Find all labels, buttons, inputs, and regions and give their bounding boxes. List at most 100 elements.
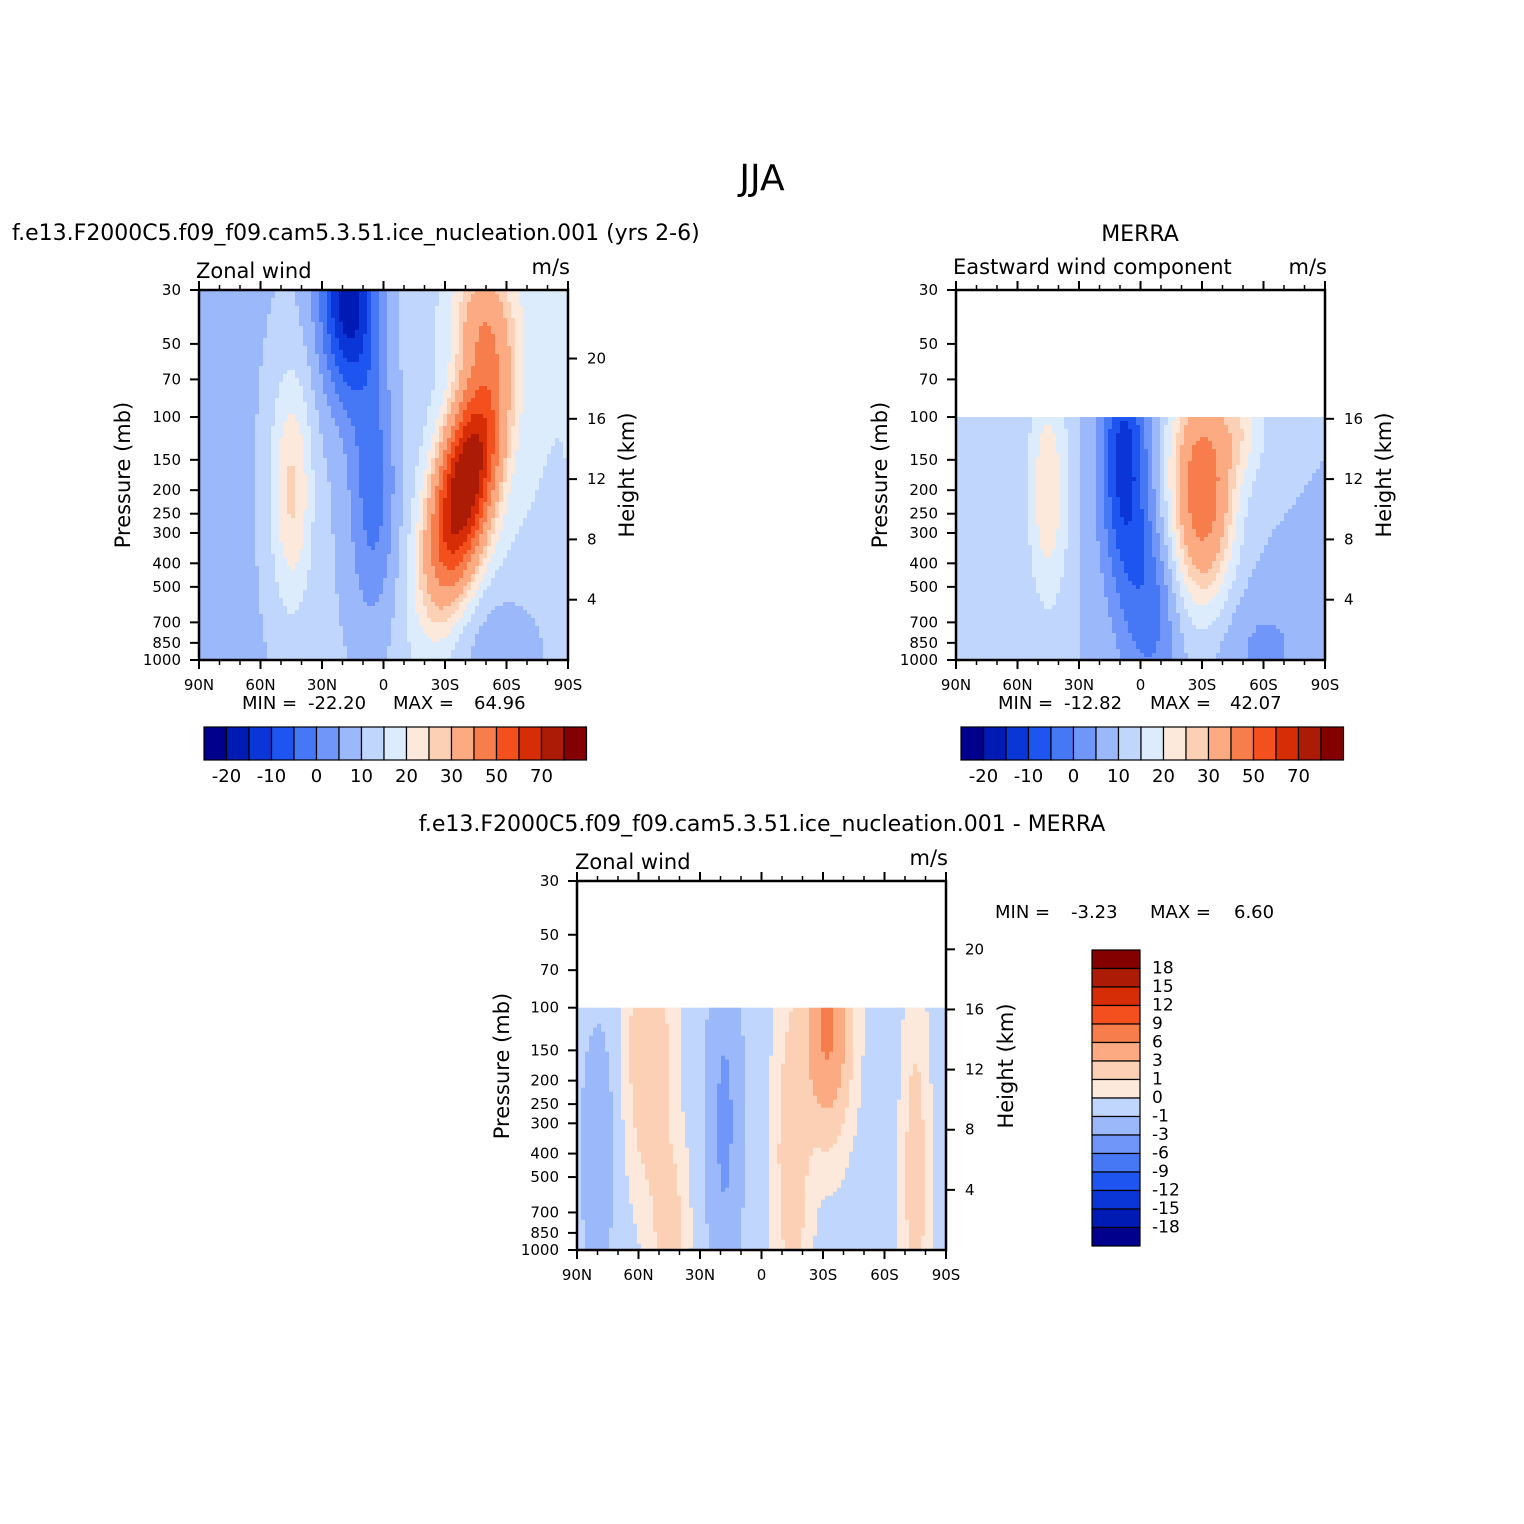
contour-cell (339, 354, 343, 358)
contour-cell (539, 350, 543, 354)
contour-cell (295, 306, 299, 310)
contour-cell (475, 414, 479, 418)
contour-cell (403, 302, 407, 306)
contour-cell (315, 390, 319, 394)
contour-cell (211, 358, 215, 362)
contour-cell (471, 294, 475, 298)
contour-cell (495, 406, 499, 410)
contour-cell (335, 310, 339, 314)
contour-cell (267, 298, 271, 302)
contour-cell (507, 362, 511, 366)
contour-cell (439, 402, 443, 406)
contour-cell (347, 362, 351, 366)
contour-cell (551, 374, 555, 378)
contour-cell (247, 310, 251, 314)
contour-cell (451, 406, 455, 410)
contour-cell (379, 350, 383, 354)
contour-cell (315, 378, 319, 382)
contour-cell (403, 378, 407, 382)
contour-cell (399, 390, 403, 394)
contour-cell (527, 398, 531, 402)
contour-cell (275, 414, 279, 418)
contour-cell (443, 334, 447, 338)
contour-cell (411, 390, 415, 394)
contour-cell (499, 366, 503, 370)
contour-cell (475, 322, 479, 326)
contour-cell (491, 402, 495, 406)
contour-cell (467, 346, 471, 350)
contour-cell (339, 314, 343, 318)
contour-cell (263, 370, 267, 374)
contour-cell (459, 338, 463, 342)
contour-cell (543, 338, 547, 342)
contour-cell (223, 330, 227, 334)
contour-cell (515, 294, 519, 298)
contour-cell (535, 346, 539, 350)
contour-cell (395, 310, 399, 314)
contour-cell (547, 382, 551, 386)
contour-cell (215, 390, 219, 394)
contour-cell (259, 386, 263, 390)
contour-cell (479, 362, 483, 366)
contour-cell (263, 298, 267, 302)
contour-cell (427, 330, 431, 334)
contour-cell (375, 418, 379, 422)
contour-cell (499, 310, 503, 314)
contour-cell (483, 334, 487, 338)
contour-cell (375, 294, 379, 298)
contour-cell (543, 418, 547, 422)
contour-cell (403, 390, 407, 394)
contour-cell (463, 362, 467, 366)
contour-cell (259, 366, 263, 370)
contour-cell (543, 310, 547, 314)
contour-cell (507, 394, 511, 398)
contour-cell (515, 418, 519, 422)
contour-cell (431, 342, 435, 346)
contour-cell (355, 378, 359, 382)
contour-cell (463, 394, 467, 398)
contour-cell (491, 406, 495, 410)
contour-cell (227, 374, 231, 378)
contour-cell (471, 310, 475, 314)
contour-cell (511, 354, 515, 358)
contour-cell (463, 294, 467, 298)
contour-cell (519, 326, 523, 330)
contour-cell (503, 338, 507, 342)
contour-cell (275, 382, 279, 386)
contour-cell (487, 362, 491, 366)
contour-cell (299, 334, 303, 338)
contour-cell (523, 386, 527, 390)
contour-cell (547, 330, 551, 334)
contour-cell (231, 406, 235, 410)
contour-cell (399, 386, 403, 390)
contour-cell (335, 318, 339, 322)
contour-cell (563, 378, 567, 382)
contour-cell (335, 406, 339, 410)
contour-cell (427, 334, 431, 338)
contour-cell (379, 310, 383, 314)
contour-cell (559, 402, 563, 406)
contour-cell (259, 310, 263, 314)
contour-cell (315, 414, 319, 418)
contour-cell (523, 390, 527, 394)
contour-cell (475, 338, 479, 342)
contour-cell (403, 366, 407, 370)
contour-cell (403, 310, 407, 314)
contour-cell (235, 370, 239, 374)
contour-cell (559, 390, 563, 394)
contour-cell (555, 394, 559, 398)
contour-cell (295, 294, 299, 298)
contour-cell (455, 378, 459, 382)
contour-cell (303, 294, 307, 298)
contour-cell (343, 422, 347, 426)
contour-cell (343, 338, 347, 342)
contour-cell (267, 422, 271, 426)
contour-cell (419, 382, 423, 386)
contour-cell (559, 366, 563, 370)
contour-cell (307, 306, 311, 310)
contour-cell (527, 318, 531, 322)
contour-cell (307, 390, 311, 394)
contour-cell (323, 314, 327, 318)
contour-cell (523, 318, 527, 322)
contour-cell (219, 350, 223, 354)
